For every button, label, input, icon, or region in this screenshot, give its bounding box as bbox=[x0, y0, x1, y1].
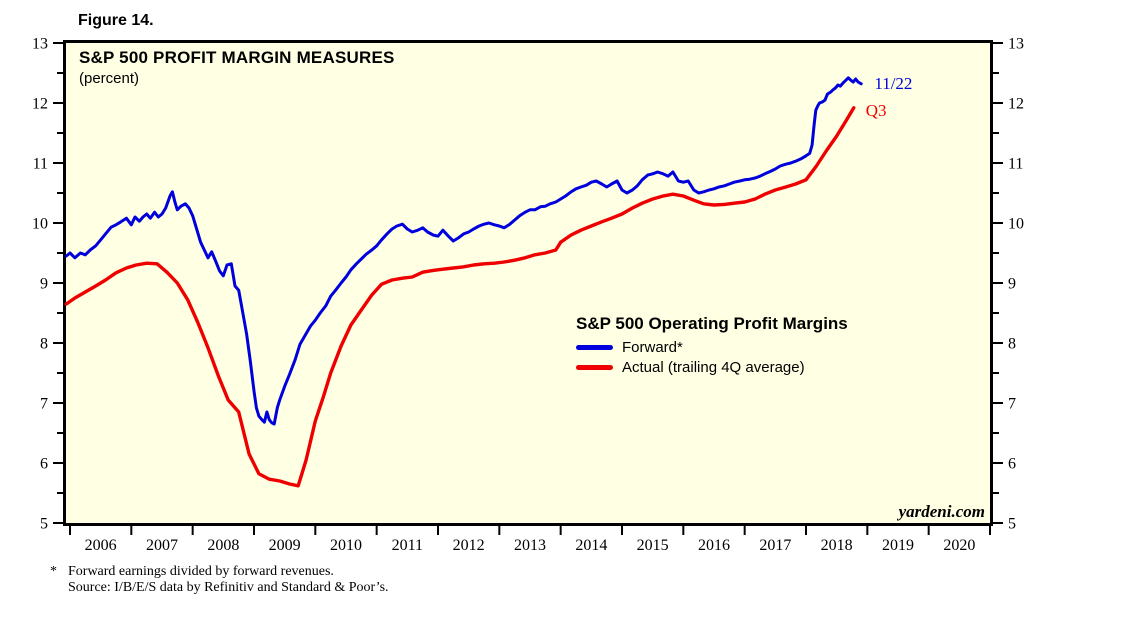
svg-text:2018: 2018 bbox=[821, 537, 853, 554]
svg-text:10: 10 bbox=[32, 216, 48, 233]
svg-text:8: 8 bbox=[1008, 336, 1016, 353]
series-forward bbox=[64, 76, 863, 426]
svg-text:13: 13 bbox=[32, 36, 48, 53]
y-axis-right: 5 6 7 8 9 10 11 12 13 bbox=[993, 36, 1024, 533]
legend-item-forward: Forward* bbox=[576, 338, 848, 356]
legend-title: S&P 500 Operating Profit Margins bbox=[576, 314, 848, 333]
forward-line-swatch bbox=[576, 344, 613, 350]
svg-text:2006: 2006 bbox=[85, 537, 117, 554]
svg-text:7: 7 bbox=[1008, 396, 1016, 413]
svg-text:11/22: 11/22 bbox=[874, 74, 912, 93]
svg-text:2012: 2012 bbox=[453, 537, 485, 554]
watermark-yardeni: yardeni.com bbox=[898, 502, 985, 521]
svg-text:10: 10 bbox=[1008, 216, 1024, 233]
svg-text:2017: 2017 bbox=[759, 537, 791, 554]
svg-text:9: 9 bbox=[40, 276, 48, 293]
chart-frame: 5 6 7 8 9 10 11 12 13 5 6 7 8 9 10 11 12 13 2006 2007 2008 20… bbox=[32, 36, 1024, 555]
svg-text:13: 13 bbox=[1008, 36, 1024, 53]
chart-title-block: S&P 500 PROFIT MARGIN MEASURES (percent) bbox=[79, 48, 395, 87]
footnote-text-2: Source: I/B/E/S data by Refinitiv and St… bbox=[68, 580, 389, 595]
svg-text:2016: 2016 bbox=[698, 537, 730, 554]
legend-label-forward: Forward* bbox=[622, 338, 683, 356]
svg-text:6: 6 bbox=[1008, 456, 1016, 473]
footnote-line-2: Source: I/B/E/S data by Refinitiv and St… bbox=[50, 580, 389, 596]
svg-text:11: 11 bbox=[1008, 156, 1023, 173]
x-axis: 2006 2007 2008 2009 2010 2011 2012 2013 2014 2015… bbox=[68, 526, 991, 554]
svg-text:8: 8 bbox=[40, 336, 48, 353]
svg-text:2009: 2009 bbox=[269, 537, 301, 554]
svg-text:2008: 2008 bbox=[207, 537, 239, 554]
chart-subtitle: (percent) bbox=[79, 70, 140, 87]
svg-text:Q3: Q3 bbox=[866, 101, 887, 120]
legend-item-actual: Actual (trailing 4Q average) bbox=[576, 358, 848, 376]
svg-text:6: 6 bbox=[40, 456, 48, 473]
svg-text:2015: 2015 bbox=[637, 537, 669, 554]
footnotes: * Forward earnings divided by forward re… bbox=[50, 564, 389, 596]
y-axis-left: 5 6 7 8 9 10 11 12 13 bbox=[32, 36, 63, 533]
svg-text:2019: 2019 bbox=[882, 537, 914, 554]
footnote-asterisk: * bbox=[50, 564, 57, 579]
legend: S&P 500 Operating Profit Margins Forward… bbox=[576, 314, 848, 376]
svg-text:2010: 2010 bbox=[330, 537, 362, 554]
svg-text:12: 12 bbox=[1008, 96, 1024, 113]
legend-label-actual: Actual (trailing 4Q average) bbox=[622, 358, 805, 376]
series-actual bbox=[64, 106, 856, 488]
footnote-line-1: * Forward earnings divided by forward re… bbox=[50, 564, 389, 580]
svg-text:2020: 2020 bbox=[943, 537, 975, 554]
svg-text:5: 5 bbox=[1008, 516, 1016, 533]
svg-text:2011: 2011 bbox=[392, 537, 423, 554]
chart-title: S&P 500 PROFIT MARGIN MEASURES bbox=[79, 48, 395, 67]
footnote-text-1: Forward earnings divided by forward reve… bbox=[68, 564, 334, 579]
actual-line-swatch bbox=[576, 364, 613, 370]
svg-text:7: 7 bbox=[40, 396, 48, 413]
svg-text:5: 5 bbox=[40, 516, 48, 533]
svg-text:9: 9 bbox=[1008, 276, 1016, 293]
svg-text:2014: 2014 bbox=[575, 537, 607, 554]
annotation-labels: 11/22 Q3 bbox=[866, 74, 913, 120]
figure-label: Figure 14. bbox=[78, 12, 154, 29]
svg-text:2007: 2007 bbox=[146, 537, 178, 554]
svg-text:2013: 2013 bbox=[514, 537, 546, 554]
svg-text:12: 12 bbox=[32, 96, 48, 113]
svg-text:11: 11 bbox=[33, 156, 48, 173]
